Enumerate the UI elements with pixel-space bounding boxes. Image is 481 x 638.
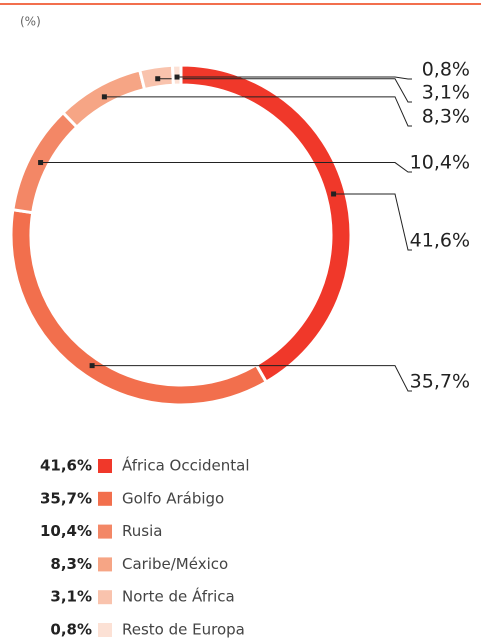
legend-value: 8,3% — [50, 555, 92, 573]
legend-value: 41,6% — [40, 457, 92, 475]
legend-swatch — [98, 623, 112, 637]
callout-line — [177, 76, 412, 80]
callout-line — [92, 365, 412, 392]
legend-swatch — [98, 557, 112, 572]
legend-swatch — [98, 590, 112, 605]
callout-marker — [101, 94, 107, 100]
subtitle: (%) — [20, 15, 41, 29]
callout-line — [40, 162, 412, 173]
callout-line — [104, 96, 412, 127]
donut-segment — [179, 63, 353, 385]
legend-label: África Occidental — [122, 456, 250, 475]
legend-value: 10,4% — [40, 522, 92, 540]
legend-label: Rusia — [122, 522, 162, 540]
legend-label: Norte de África — [122, 587, 235, 606]
callout-marker — [331, 191, 337, 197]
legend-swatch — [98, 459, 112, 473]
callout-marker — [155, 76, 161, 82]
legend-label: Resto de Europa — [122, 621, 245, 638]
callout-label: 41,6% — [410, 230, 470, 252]
legend-value: 3,1% — [50, 588, 92, 606]
callout-label: 35,7% — [410, 371, 470, 393]
legend-swatch — [98, 491, 112, 506]
callout-label: 10,4% — [410, 152, 470, 174]
callout-line — [157, 78, 412, 103]
legend-value: 35,7% — [40, 489, 92, 507]
callout-marker — [38, 160, 44, 166]
donut-segment — [9, 207, 269, 407]
legend-label: Golfo Arábigo — [122, 489, 224, 507]
callout-label: 3,1% — [422, 82, 470, 104]
callout-label: 0,8% — [422, 59, 470, 81]
legend-label: Caribe/México — [122, 555, 228, 573]
callout-label: 8,3% — [422, 106, 470, 128]
callout-marker — [89, 363, 95, 369]
callout-line — [333, 193, 412, 251]
legend-swatch — [98, 524, 112, 539]
legend-value: 0,8% — [50, 621, 92, 638]
callout-marker — [174, 74, 180, 80]
